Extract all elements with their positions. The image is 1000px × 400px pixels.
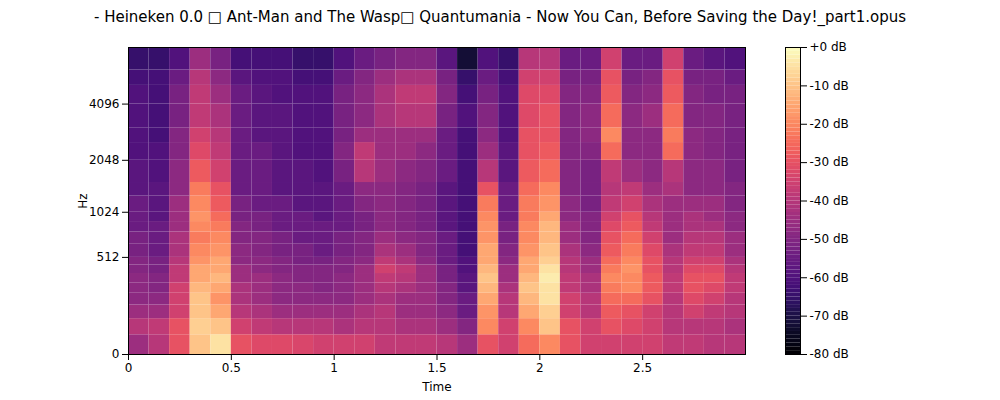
svg-text:-80 dB: -80 dB bbox=[810, 347, 849, 361]
svg-text:2.5: 2.5 bbox=[633, 361, 652, 375]
svg-text:2: 2 bbox=[536, 361, 544, 375]
svg-text:-30 dB: -30 dB bbox=[810, 155, 849, 169]
svg-text:Time: Time bbox=[421, 380, 451, 394]
svg-text:-50 dB: -50 dB bbox=[810, 232, 849, 246]
svg-text:4096: 4096 bbox=[89, 97, 120, 111]
svg-text:Hz: Hz bbox=[76, 193, 90, 208]
svg-text:0.5: 0.5 bbox=[222, 361, 241, 375]
svg-text:+0 dB: +0 dB bbox=[810, 40, 847, 54]
svg-text:-10 dB: -10 dB bbox=[810, 79, 849, 93]
svg-text:-40 dB: -40 dB bbox=[810, 194, 849, 208]
svg-text:1: 1 bbox=[330, 361, 338, 375]
svg-text:512: 512 bbox=[97, 250, 120, 264]
html-text:- Heineken 0.0 □ Ant-Man and T: - Heineken 0.0 □ Ant-Man and The Wasp□ Q… bbox=[94, 8, 906, 26]
svg-text:-60 dB: -60 dB bbox=[810, 271, 849, 285]
svg-text:0: 0 bbox=[125, 361, 133, 375]
svg-text:1.5: 1.5 bbox=[427, 361, 446, 375]
svg-text:1024: 1024 bbox=[89, 205, 120, 219]
svg-text:-20 dB: -20 dB bbox=[810, 117, 849, 131]
svg-text:2048: 2048 bbox=[89, 153, 120, 167]
svg-text:0: 0 bbox=[112, 347, 120, 361]
svg-text:-70 dB: -70 dB bbox=[810, 309, 849, 323]
